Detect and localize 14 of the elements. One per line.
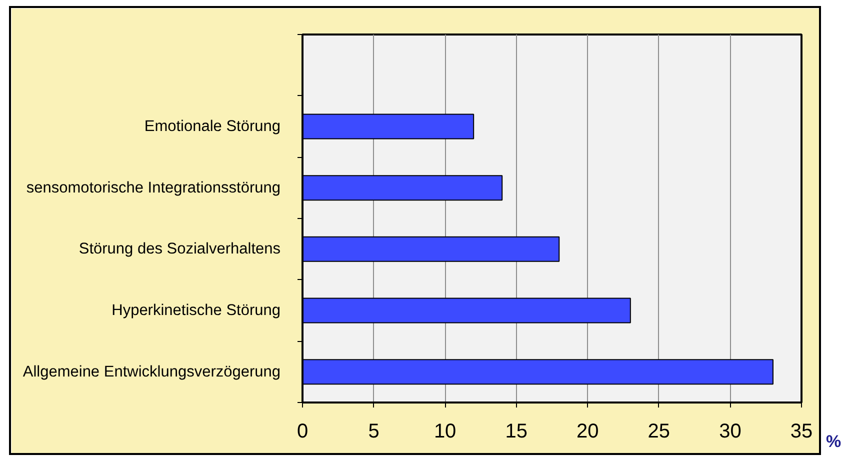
y-tick-label: sensomotorische Integrationsstörung: [26, 179, 281, 196]
x-tick-label: 25: [648, 420, 670, 442]
x-tick-label: 20: [576, 420, 599, 442]
y-tick-label: Allgemeine Entwicklungsverzögerung: [22, 363, 281, 380]
x-tick-label: 5: [368, 420, 380, 442]
x-tick-label: 35: [790, 420, 813, 442]
x-axis-title: %: [826, 432, 842, 452]
x-tick-label: 30: [719, 420, 742, 442]
x-tick-label: 0: [296, 420, 308, 442]
y-tick-label: Emotionale Störung: [144, 118, 280, 135]
y-tick-label: Störung des Sozialverhaltens: [78, 240, 281, 258]
y-tick-label: Hyperkinetische Störung: [112, 302, 281, 319]
x-tick-label: 15: [505, 420, 528, 442]
x-tick-label: 10: [434, 420, 456, 442]
